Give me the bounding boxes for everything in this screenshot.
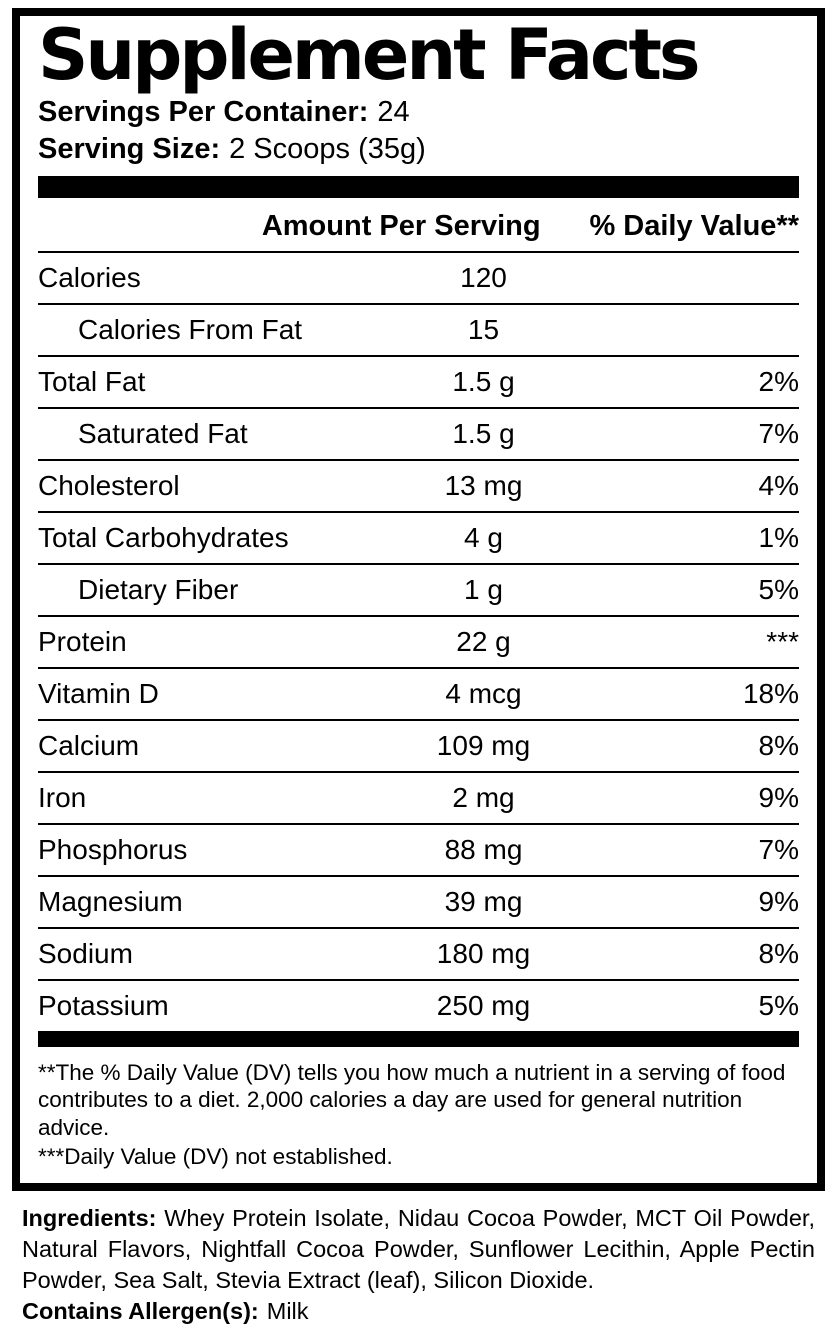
- nutrient-name: Protein: [38, 625, 127, 657]
- nutrient-dv: ***: [766, 625, 799, 657]
- nutrient-name: Calories: [38, 261, 141, 293]
- nutrient-name: Calcium: [38, 729, 140, 761]
- top-thick-divider: [38, 175, 799, 198]
- allergen-label: Contains Allergen(s):: [22, 1297, 259, 1324]
- nutrient-row: Calories From Fat 15: [38, 302, 799, 355]
- nutrient-name: Iron: [38, 781, 87, 813]
- nutrient-amount: 4 g: [464, 521, 503, 553]
- nutrient-name: Cholesterol: [38, 469, 180, 501]
- nutrient-dv: 4%: [758, 469, 799, 501]
- serving-size-label: Serving Size:: [38, 132, 221, 165]
- nutrient-name: Potassium: [38, 989, 169, 1021]
- nutrient-row: Potassium 250 mg 5%: [38, 978, 799, 1031]
- nutrient-row: Protein 22 g ***: [38, 614, 799, 667]
- nutrient-dv: 7%: [758, 417, 799, 449]
- allergen-line: Contains Allergen(s): Milk: [22, 1296, 815, 1327]
- ingredients-section: Ingredients: Whey Protein Isolate, Nidau…: [22, 1203, 815, 1327]
- daily-value-footnote: **The % Daily Value (DV) tells you how m…: [38, 1059, 786, 1140]
- nutrient-row: Dietary Fiber 1 g 5%: [38, 562, 799, 615]
- bottom-thick-divider: [38, 1030, 799, 1047]
- nutrient-dv: 7%: [758, 833, 799, 865]
- nutrient-dv: 18%: [742, 677, 799, 709]
- nutrient-amount: 2 mg: [452, 781, 515, 813]
- nutrient-name: Saturated Fat: [78, 417, 248, 449]
- ingredients-label: Ingredients:: [22, 1204, 157, 1231]
- nutrient-dv: 8%: [758, 937, 799, 969]
- nutrient-row: Sodium 180 mg 8%: [38, 926, 799, 979]
- nutrient-dv: 1%: [758, 521, 799, 553]
- nutrient-row: Total Fat 1.5 g 2%: [38, 354, 799, 407]
- nutrient-name: Vitamin D: [38, 677, 159, 709]
- serving-size-value: 2 Scoops (35g): [229, 132, 426, 165]
- nutrient-amount: 15: [467, 313, 500, 345]
- nutrient-name: Sodium: [38, 937, 133, 969]
- servings-per-container-label: Servings Per Container:: [38, 96, 369, 129]
- supplement-facts-label: Supplement Facts Servings Per Container:…: [12, 8, 825, 1191]
- allergen-value: Milk: [266, 1297, 309, 1324]
- servings-per-container: Servings Per Container: 24: [38, 95, 799, 129]
- nutrient-amount: 109 mg: [436, 729, 531, 761]
- label-title: Supplement Facts: [38, 14, 701, 96]
- footnotes: **The % Daily Value (DV) tells you how m…: [38, 1053, 799, 1171]
- nutrient-amount: 180 mg: [436, 937, 531, 969]
- nutrient-amount: 1 g: [464, 573, 503, 605]
- nutrient-row: Total Carbohydrates 4 g 1%: [38, 510, 799, 563]
- nutrient-name: Magnesium: [38, 885, 183, 917]
- nutrient-row: Iron 2 mg 9%: [38, 770, 799, 823]
- nutrient-name: Total Fat: [38, 365, 146, 397]
- nutrient-row: Saturated Fat 1.5 g 7%: [38, 406, 799, 459]
- nutrient-dv: 9%: [758, 781, 799, 813]
- nutrient-dv: 5%: [758, 989, 799, 1021]
- nutrient-amount: 88 mg: [444, 833, 523, 865]
- nutrient-amount: 1.5 g: [452, 417, 515, 449]
- nutrient-row: Calcium 109 mg 8%: [38, 718, 799, 771]
- nutrient-amount: 39 mg: [444, 885, 523, 917]
- nutrient-row: Magnesium 39 mg 9%: [38, 874, 799, 927]
- servings-per-container-value: 24: [377, 96, 410, 129]
- nutrient-amount: 1.5 g: [452, 365, 515, 397]
- nutrient-amount: 250 mg: [436, 989, 531, 1021]
- nutrient-name: Calories From Fat: [78, 313, 303, 345]
- nutrient-dv: 8%: [758, 729, 799, 761]
- nutrient-row: Calories 120: [38, 250, 799, 303]
- amount-per-serving-header: Amount Per Serving: [261, 209, 541, 242]
- nutrient-dv: 2%: [758, 365, 799, 397]
- not-established-footnote: ***Daily Value (DV) not established.: [38, 1144, 393, 1170]
- nutrient-amount: 4 mcg: [445, 677, 522, 709]
- daily-value-header: % Daily Value**: [589, 209, 799, 242]
- serving-size: Serving Size: 2 Scoops (35g): [38, 132, 799, 166]
- nutrient-name: Dietary Fiber: [78, 573, 239, 605]
- table-header: Amount Per Serving % Daily Value**: [38, 206, 799, 251]
- nutrient-amount: 13 mg: [444, 469, 523, 501]
- nutrient-row: Cholesterol 13 mg 4%: [38, 458, 799, 511]
- nutrient-row: Vitamin D 4 mcg 18%: [38, 666, 799, 719]
- nutrient-dv: 9%: [758, 885, 799, 917]
- ingredients-paragraph: Ingredients: Whey Protein Isolate, Nidau…: [22, 1203, 815, 1296]
- nutrient-dv: 5%: [758, 573, 799, 605]
- nutrient-amount: 120: [460, 261, 507, 293]
- nutrient-row: Phosphorus 88 mg 7%: [38, 822, 799, 875]
- nutrient-amount: 22 g: [456, 625, 511, 657]
- nutrient-name: Total Carbohydrates: [38, 521, 289, 553]
- nutrient-name: Phosphorus: [38, 833, 188, 865]
